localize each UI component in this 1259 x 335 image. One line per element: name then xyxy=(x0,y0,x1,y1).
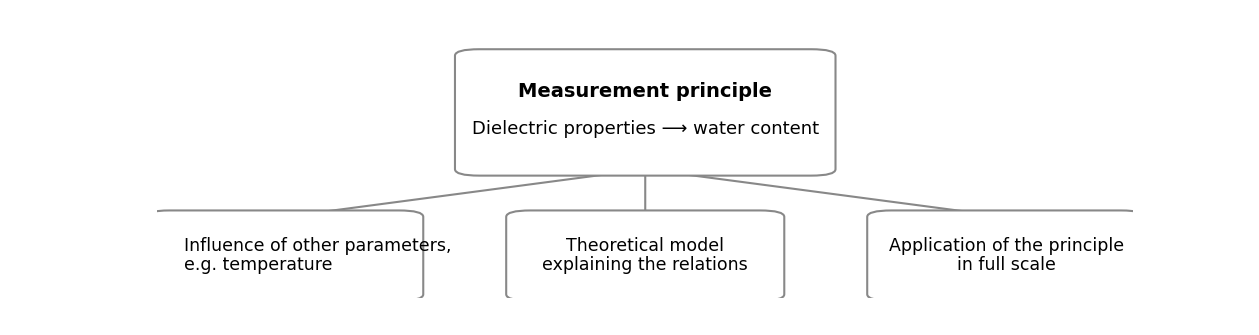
Text: Measurement principle: Measurement principle xyxy=(519,82,772,102)
FancyBboxPatch shape xyxy=(454,49,836,176)
Text: Dielectric properties ⟶ water content: Dielectric properties ⟶ water content xyxy=(472,121,818,138)
Text: Theoretical model: Theoretical model xyxy=(567,237,724,255)
FancyBboxPatch shape xyxy=(145,210,423,301)
Text: explaining the relations: explaining the relations xyxy=(543,256,748,274)
FancyBboxPatch shape xyxy=(867,210,1146,301)
Text: in full scale: in full scale xyxy=(957,256,1056,274)
Text: e.g. temperature: e.g. temperature xyxy=(184,256,332,274)
Text: Influence of other parameters,: Influence of other parameters, xyxy=(184,237,452,255)
FancyBboxPatch shape xyxy=(506,210,784,301)
Text: Application of the principle: Application of the principle xyxy=(889,237,1124,255)
